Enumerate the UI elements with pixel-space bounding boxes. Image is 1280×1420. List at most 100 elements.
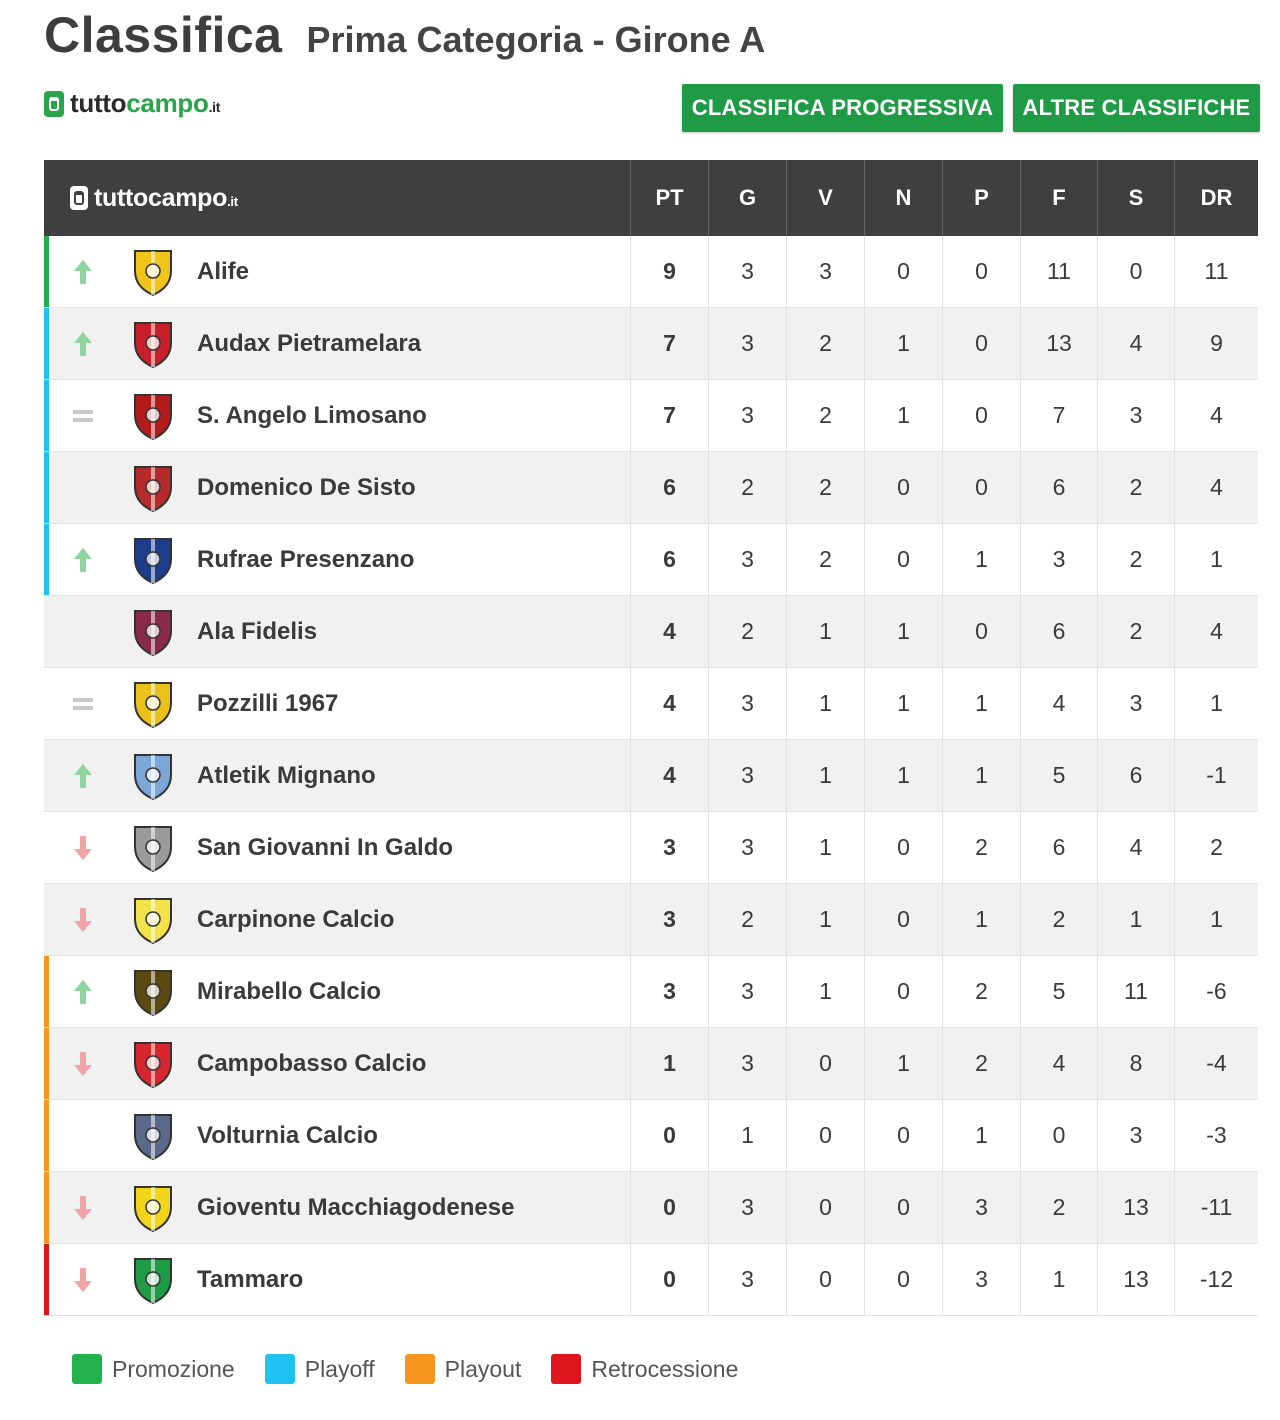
- table-row[interactable]: S. Angelo Limosano 7 3 2 1 0 7 3 4: [44, 380, 1258, 452]
- team-cell[interactable]: San Giovanni In Galdo: [49, 812, 631, 883]
- zone-indicator-playoff: [44, 380, 49, 451]
- team-crest-icon[interactable]: [125, 316, 181, 372]
- column-header-dr[interactable]: DR: [1200, 185, 1233, 210]
- table-row[interactable]: Rufrae Presenzano 6 3 2 0 1 3 2 1: [44, 524, 1258, 596]
- table-row[interactable]: San Giovanni In Galdo 3 3 1 0 2 6 4 2: [44, 812, 1258, 884]
- column-header-s[interactable]: S: [1098, 160, 1175, 236]
- table-row[interactable]: Domenico De Sisto 6 2 2 0 0 6 2 4: [44, 452, 1258, 524]
- team-cell[interactable]: Domenico De Sisto: [49, 452, 631, 523]
- stat-p: 0: [943, 596, 1021, 667]
- page-header: Classifica Prima Categoria - Girone A: [44, 6, 765, 64]
- team-crest-icon[interactable]: [125, 676, 181, 732]
- altre-classifiche-button[interactable]: ALTRE CLASSIFICHE: [1013, 84, 1260, 132]
- tuttocampo-logo[interactable]: tuttocampo.it: [44, 88, 220, 119]
- team-name[interactable]: Pozzilli 1967: [197, 689, 339, 717]
- team-name[interactable]: S. Angelo Limosano: [197, 401, 427, 429]
- team-cell[interactable]: Pozzilli 1967: [49, 668, 631, 739]
- trend-down-icon: [49, 1051, 117, 1077]
- team-name[interactable]: Tammaro: [197, 1265, 304, 1293]
- classifica-progressiva-button[interactable]: CLASSIFICA PROGRESSIVA: [682, 84, 1003, 132]
- column-header-pt[interactable]: PT: [631, 160, 709, 236]
- team-cell[interactable]: Mirabello Calcio: [49, 956, 631, 1027]
- stat-pt: 4: [631, 668, 709, 739]
- team-crest-icon[interactable]: [125, 1252, 181, 1308]
- stat-s: 0: [1098, 236, 1175, 307]
- team-name[interactable]: Rufrae Presenzano: [197, 545, 415, 573]
- team-crest-icon[interactable]: [125, 532, 181, 588]
- table-row[interactable]: Volturnia Calcio 0 1 0 0 1 0 3 -3: [44, 1100, 1258, 1172]
- team-name[interactable]: Campobasso Calcio: [197, 1049, 427, 1077]
- team-crest-icon[interactable]: [125, 964, 181, 1020]
- header-brand-name: tuttocampo.it: [94, 184, 238, 213]
- stat-pt: 6: [631, 452, 709, 523]
- table-row[interactable]: Carpinone Calcio 3 2 1 0 1 2 1 1: [44, 884, 1258, 956]
- table-row[interactable]: Pozzilli 1967 4 3 1 1 1 4 3 1: [44, 668, 1258, 740]
- table-row[interactable]: Mirabello Calcio 3 3 1 0 2 5 11 -6: [44, 956, 1258, 1028]
- team-name[interactable]: Volturnia Calcio: [197, 1121, 378, 1149]
- team-cell[interactable]: Volturnia Calcio: [49, 1100, 631, 1171]
- team-name[interactable]: Carpinone Calcio: [197, 905, 395, 933]
- stat-pt: 4: [631, 740, 709, 811]
- column-header-p[interactable]: P: [943, 160, 1021, 236]
- table-row[interactable]: Campobasso Calcio 1 3 0 1 2 4 8 -4: [44, 1028, 1258, 1100]
- stat-n: 1: [865, 740, 943, 811]
- team-name[interactable]: Atletik Mignano: [197, 761, 376, 789]
- column-header-n[interactable]: N: [865, 160, 943, 236]
- table-row[interactable]: Gioventu Macchiagodenese 0 3 0 0 3 2 13 -11: [44, 1172, 1258, 1244]
- team-crest-icon[interactable]: [125, 820, 181, 876]
- team-crest-icon[interactable]: [125, 604, 181, 660]
- team-cell[interactable]: S. Angelo Limosano: [49, 380, 631, 451]
- team-crest-icon[interactable]: [125, 244, 181, 300]
- team-name[interactable]: San Giovanni In Galdo: [197, 833, 454, 861]
- team-cell[interactable]: Campobasso Calcio: [49, 1028, 631, 1099]
- team-name[interactable]: Alife: [197, 257, 250, 285]
- stat-f: 4: [1021, 1028, 1098, 1099]
- table-row[interactable]: Audax Pietramelara 7 3 2 1 0 13 4 9: [44, 308, 1258, 380]
- column-header-g[interactable]: G: [709, 160, 787, 236]
- stat-p: 3: [943, 1244, 1021, 1315]
- header-brand-text: tuttocampo: [94, 183, 228, 212]
- table-row[interactable]: Ala Fidelis 4 2 1 1 0 6 2 4: [44, 596, 1258, 668]
- stat-f: 0: [1021, 1100, 1098, 1171]
- team-cell[interactable]: Gioventu Macchiagodenese: [49, 1172, 631, 1243]
- team-cell[interactable]: Carpinone Calcio: [49, 884, 631, 955]
- team-name[interactable]: Domenico De Sisto: [197, 473, 416, 501]
- table-row[interactable]: Alife 9 3 3 0 0 11 0 11: [44, 236, 1258, 308]
- stat-s: 13: [1098, 1172, 1175, 1243]
- column-header-f[interactable]: F: [1021, 160, 1098, 236]
- trend-up-icon: [49, 259, 117, 285]
- stat-g: 2: [709, 452, 787, 523]
- team-cell[interactable]: Rufrae Presenzano: [49, 524, 631, 595]
- team-cell[interactable]: Tammaro: [49, 1244, 631, 1315]
- team-crest-icon[interactable]: [125, 748, 181, 804]
- brand-suffix: .it: [208, 99, 221, 115]
- team-crest-icon[interactable]: [125, 1108, 181, 1164]
- team-crest-icon[interactable]: [125, 1036, 181, 1092]
- table-row[interactable]: Atletik Mignano 4 3 1 1 1 5 6 -1: [44, 740, 1258, 812]
- table-body: Alife 9 3 3 0 0 11 0 11 Audax Pietramelara 7 3 2 1 0 13…: [44, 236, 1258, 1316]
- team-crest-icon[interactable]: [125, 892, 181, 948]
- stat-pt: 3: [631, 956, 709, 1027]
- header-brand-suffix: .it: [227, 193, 238, 209]
- team-name[interactable]: Ala Fidelis: [197, 617, 318, 645]
- team-name[interactable]: Mirabello Calcio: [197, 977, 382, 1005]
- column-header-v[interactable]: V: [787, 160, 865, 236]
- stat-n: 1: [865, 1028, 943, 1099]
- team-crest-icon[interactable]: [125, 1180, 181, 1236]
- team-cell[interactable]: Audax Pietramelara: [49, 308, 631, 379]
- team-cell[interactable]: Alife: [49, 236, 631, 307]
- standings-table: tuttocampo.it PT G V N P F S DR Alife 9 3 3…: [44, 160, 1258, 1316]
- team-crest-icon[interactable]: [125, 460, 181, 516]
- team-crest-icon[interactable]: [125, 388, 181, 444]
- team-cell[interactable]: Ala Fidelis: [49, 596, 631, 667]
- zone-indicator-promozione: [44, 236, 49, 307]
- team-name[interactable]: Audax Pietramelara: [197, 329, 422, 357]
- trend-up-icon: [49, 979, 117, 1005]
- team-name[interactable]: Gioventu Macchiagodenese: [197, 1193, 515, 1221]
- stat-s: 13: [1098, 1244, 1175, 1315]
- table-row[interactable]: Tammaro 0 3 0 0 3 1 13 -12: [44, 1244, 1258, 1316]
- stat-p: 1: [943, 524, 1021, 595]
- stat-pt: 1: [631, 1028, 709, 1099]
- team-cell[interactable]: Atletik Mignano: [49, 740, 631, 811]
- stat-s: 11: [1098, 956, 1175, 1027]
